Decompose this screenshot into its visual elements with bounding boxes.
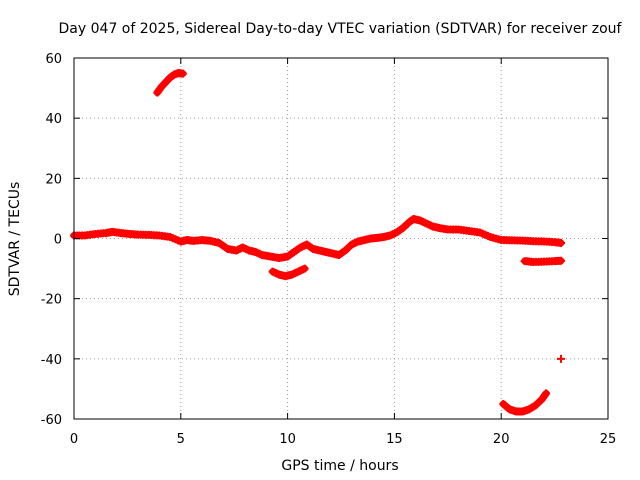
y-tick-label: -20 — [41, 293, 62, 308]
data-point — [540, 390, 549, 399]
x-tick-label: 5 — [177, 432, 185, 447]
axis-ticks: 0 5 10 15 20 25 -60 -40 -20 0 20 40 60 — [41, 52, 617, 447]
y-axis-label: SDTVAR / TECUs — [7, 182, 23, 297]
data-layer — [70, 69, 566, 416]
x-tick-label: 10 — [279, 432, 296, 447]
data-point — [542, 389, 551, 398]
x-tick-label: 0 — [70, 432, 78, 447]
data-point — [557, 354, 566, 363]
data-point — [557, 239, 566, 248]
series-3 — [520, 256, 566, 266]
series-5 — [557, 354, 566, 363]
y-tick-label: 20 — [45, 172, 62, 187]
x-axis-label: GPS time / hours — [281, 458, 398, 474]
x-tick-label: 20 — [493, 432, 510, 447]
x-tick-label: 25 — [600, 432, 617, 447]
series-4 — [499, 389, 551, 416]
series-0 — [70, 214, 566, 263]
y-tick-label: -40 — [41, 353, 62, 368]
data-point — [178, 69, 187, 78]
y-tick-label: 40 — [45, 112, 62, 127]
y-tick-label: -60 — [41, 413, 62, 428]
data-point — [557, 256, 566, 265]
y-tick-label: 0 — [54, 233, 62, 248]
series-1 — [153, 69, 187, 97]
x-tick-label: 15 — [386, 432, 403, 447]
y-tick-label: 60 — [45, 52, 62, 67]
chart-title: Day 047 of 2025, Sidereal Day-to-day VTE… — [59, 21, 623, 37]
data-point — [300, 264, 309, 273]
series-2 — [268, 264, 309, 281]
